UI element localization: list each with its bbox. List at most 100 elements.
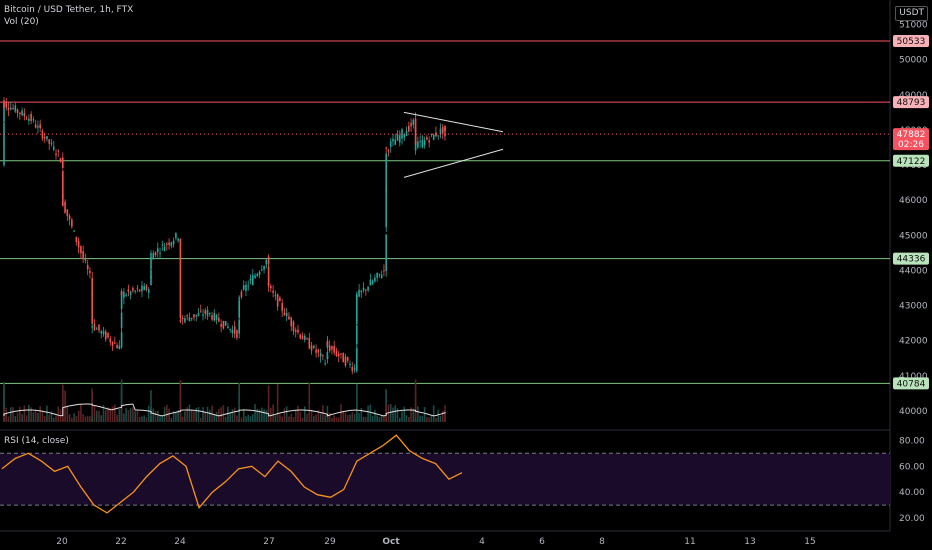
candle-body [265, 259, 268, 265]
time-tick-label: 20 [56, 537, 68, 547]
candle-body [179, 238, 182, 265]
candle-body [12, 107, 14, 109]
volume-bar [240, 417, 243, 422]
volume-bar [441, 411, 444, 422]
volume-bar [256, 408, 259, 422]
volume-bar [80, 404, 82, 422]
candle-body [419, 141, 421, 143]
volume-bar [123, 413, 125, 422]
volume-bar [152, 408, 155, 422]
candle-body [267, 266, 270, 280]
volume-bar [116, 414, 118, 422]
volume-bar [188, 404, 191, 422]
candle-body [346, 357, 349, 361]
candle-body [376, 272, 378, 278]
candle-body [166, 243, 168, 245]
volume-bar [84, 416, 87, 422]
candle-body [428, 140, 430, 143]
candle-body [188, 317, 191, 322]
volume-bar [356, 416, 358, 422]
candle-body [224, 321, 227, 326]
candle-body [150, 256, 152, 270]
candle-body [362, 287, 365, 291]
candle-body [89, 270, 91, 273]
candle-body [143, 285, 146, 291]
candle-body [335, 350, 338, 356]
candle-body [120, 290, 123, 310]
price-tick-label: 51000 [899, 21, 928, 31]
volume-bar [403, 406, 406, 422]
candle-body [238, 306, 240, 318]
candle-body [50, 142, 53, 144]
candle-body [360, 290, 363, 293]
volume-bar [7, 416, 10, 422]
volume-bar [419, 415, 421, 422]
candle-body [374, 277, 376, 282]
volume-bar [340, 404, 342, 422]
volume-bar [417, 406, 419, 422]
candle-body [181, 318, 184, 320]
volume-bar [285, 406, 288, 422]
volume-bar [247, 414, 250, 422]
candle-body [120, 332, 123, 348]
candle-body [57, 150, 60, 152]
price-tick-label: 49000 [899, 91, 928, 101]
volume-bar [172, 411, 175, 422]
volume-bar [261, 407, 263, 422]
candle-body [52, 146, 55, 150]
candle-body [303, 335, 306, 340]
candle-body [5, 101, 8, 108]
candle-body [95, 328, 98, 330]
candle-body [301, 335, 304, 340]
volume-bar [279, 414, 281, 422]
candle-body [134, 290, 136, 292]
volume-bar [349, 414, 351, 422]
candle-body [326, 340, 329, 347]
candle-body [396, 134, 399, 141]
candle-body [251, 275, 254, 285]
candle-body [172, 240, 175, 245]
candle-body [315, 349, 317, 353]
candle-body [30, 113, 32, 122]
volume-bar [213, 414, 216, 422]
candle-body [66, 209, 69, 217]
candle-body [369, 279, 372, 286]
candle-body [306, 338, 308, 340]
candle-body [435, 132, 437, 137]
level-tag [893, 252, 929, 265]
candle-body [385, 153, 387, 192]
symbol-title: Bitcoin / USD Tether, 1h, FTX [4, 5, 134, 15]
volume-bar [204, 412, 207, 422]
volume-bar [369, 404, 372, 422]
volume-bar [125, 408, 127, 422]
volume-bar [14, 416, 17, 422]
candle-body [222, 320, 225, 329]
volume-bar [432, 405, 435, 422]
volume-bar [46, 405, 48, 422]
candle-body [227, 326, 229, 329]
candle-body [356, 325, 358, 345]
candle-body [32, 119, 35, 121]
candle-body [150, 253, 152, 256]
rsi-label: RSI (14, close) [4, 436, 69, 446]
candle-body [441, 127, 444, 134]
volume-bar [392, 407, 394, 422]
volume-bar [30, 407, 32, 422]
volume-bar [161, 415, 164, 422]
volume-bar [202, 407, 204, 422]
currency-badge[interactable]: USDT [895, 6, 928, 21]
candle-body [380, 274, 383, 279]
time-tick-label: 24 [174, 537, 186, 547]
candle-body [349, 363, 351, 366]
rsi-band [0, 453, 890, 506]
volume-bar [222, 405, 225, 422]
volume-bar [71, 417, 73, 422]
candle-body [177, 238, 179, 241]
candle-body [261, 269, 263, 271]
volume-bar [389, 404, 392, 422]
volume-bar [315, 414, 317, 422]
time-tick-label: 8 [599, 537, 605, 547]
price-tick-label: 42000 [899, 337, 928, 347]
volume-bar [93, 406, 96, 422]
